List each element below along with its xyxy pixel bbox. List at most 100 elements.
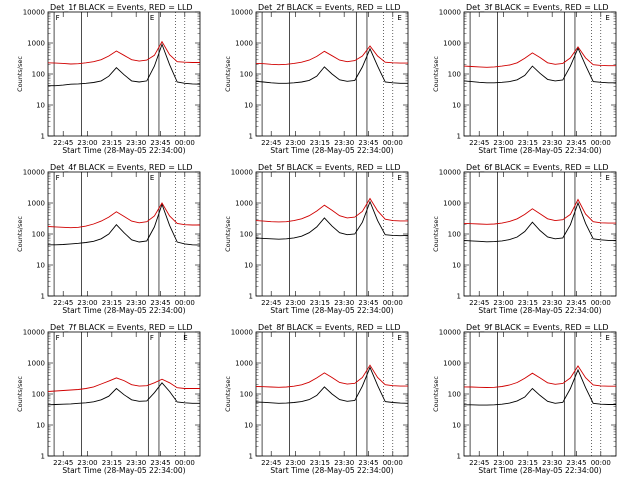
y-tick-label: 10 [244, 262, 253, 270]
y-tick-label: 1000 [443, 40, 461, 48]
y-axis-label: Counts/sec [432, 56, 440, 92]
x-tick-label: 00:00 [175, 459, 195, 467]
y-tick-label: 100 [240, 231, 253, 239]
x-tick-label: 23:00 [493, 299, 513, 307]
series-lld-line [47, 377, 200, 392]
y-tick-label: 100 [240, 71, 253, 79]
series-events-line [464, 368, 616, 406]
x-axis-label: Start Time (28-May-05 22:34:00) [62, 306, 185, 315]
x-tick-label: 23:15 [518, 299, 538, 307]
y-tick-label: 100 [240, 391, 253, 399]
interval-marker: E [150, 174, 154, 182]
interval-marker: E [605, 14, 609, 22]
y-tick-label: 1 [249, 133, 253, 141]
x-axis-label: Start Time (28-May-05 22:34:00) [270, 306, 393, 315]
y-tick-label: 10000 [231, 329, 253, 337]
x-tick-label: 22:45 [53, 139, 73, 147]
y-tick-label: 100 [32, 71, 45, 79]
x-tick-label: 23:00 [285, 299, 305, 307]
interval-marker: E [397, 14, 401, 22]
x-axis-label: Start Time (28-May-05 22:34:00) [478, 466, 601, 475]
x-axis-label: Start Time (28-May-05 22:34:00) [62, 146, 185, 155]
y-tick-label: 100 [32, 391, 45, 399]
y-axis-label: Counts/sec [224, 56, 232, 92]
x-tick-label: 00:00 [175, 139, 195, 147]
y-tick-label: 10000 [439, 329, 461, 337]
x-tick-label: 23:45 [150, 139, 170, 147]
x-tick-label: 23:15 [518, 459, 538, 467]
x-tick-label: 23:00 [285, 139, 305, 147]
x-tick-label: 23:00 [77, 459, 97, 467]
plot-frame [47, 11, 201, 137]
chart-title: Det_2f BLACK = Events, RED = LLD [258, 3, 401, 12]
x-tick-label: 23:45 [566, 299, 586, 307]
x-tick-label: 23:15 [310, 139, 330, 147]
y-tick-label: 10 [244, 422, 253, 430]
y-tick-label: 100 [448, 391, 461, 399]
x-tick-label: 23:45 [150, 299, 170, 307]
x-tick-label: 22:45 [469, 299, 489, 307]
x-tick-label: 23:30 [334, 139, 354, 147]
x-axis-label: Start Time (28-May-05 22:34:00) [270, 146, 393, 155]
chart-panel-9: Det_9f BLACK = Events, RED = LLD 1 10 100 10… [432, 323, 617, 475]
interval-marker: F [150, 334, 154, 342]
x-tick-label: 23:30 [542, 299, 562, 307]
x-tick-label: 22:45 [261, 299, 281, 307]
x-tick-label: 23:15 [102, 459, 122, 467]
chart-title: Det_6f BLACK = Events, RED = LLD [466, 163, 609, 172]
x-tick-label: 00:00 [383, 459, 403, 467]
y-tick-label: 100 [448, 71, 461, 79]
series-events-line [255, 200, 409, 240]
interval-marker: E [397, 174, 401, 182]
chart-panel-7: Det_7f BLACK = Events, RED = LLD 1 10 100 10… [16, 323, 201, 475]
y-tick-label: 1000 [235, 40, 253, 48]
y-tick-label: 1 [41, 293, 45, 301]
x-tick-label: 22:45 [261, 139, 281, 147]
series-lld-line [255, 364, 408, 388]
y-tick-label: 1000 [235, 360, 253, 368]
x-axis-label: Start Time (28-May-05 22:34:00) [478, 306, 601, 315]
series-events-line [48, 43, 201, 87]
x-tick-label: 23:00 [77, 139, 97, 147]
y-tick-label: 10 [452, 262, 461, 270]
x-tick-label: 23:15 [518, 139, 538, 147]
y-tick-label: 10000 [439, 9, 461, 17]
x-tick-label: 23:45 [358, 459, 378, 467]
y-tick-label: 1 [249, 293, 253, 301]
series-lld-line [255, 45, 408, 66]
x-tick-label: 23:00 [77, 299, 97, 307]
x-tick-label: 23:45 [566, 139, 586, 147]
x-tick-label: 23:00 [493, 459, 513, 467]
y-axis-label: Counts/sec [16, 56, 24, 92]
x-tick-label: 00:00 [383, 299, 403, 307]
interval-marker: F [56, 334, 60, 342]
x-tick-label: 23:15 [310, 459, 330, 467]
series-events-line [255, 47, 408, 84]
y-tick-label: 10000 [23, 169, 45, 177]
series-lld-line [47, 40, 200, 65]
x-tick-label: 23:30 [334, 299, 354, 307]
x-tick-label: 23:45 [150, 459, 170, 467]
x-tick-label: 22:45 [261, 459, 281, 467]
x-tick-label: 23:30 [126, 299, 146, 307]
y-tick-label: 10 [452, 422, 461, 430]
chart-panel-8: Det_8f BLACK = Events, RED = LLD 1 10 100 10… [224, 323, 409, 475]
x-axis-label: Start Time (28-May-05 22:34:00) [62, 466, 185, 475]
chart-title: Det_9f BLACK = Events, RED = LLD [466, 323, 609, 332]
x-tick-label: 23:30 [126, 459, 146, 467]
x-tick-label: 23:30 [542, 459, 562, 467]
y-tick-label: 100 [32, 231, 45, 239]
y-tick-label: 10 [36, 102, 45, 110]
series-events-line [48, 203, 201, 246]
y-tick-label: 10000 [23, 9, 45, 17]
series-events-line [463, 201, 616, 243]
x-tick-label: 22:45 [53, 299, 73, 307]
x-tick-label: 00:00 [591, 459, 611, 467]
y-tick-label: 10000 [231, 169, 253, 177]
chart-panel-5: Det_5f BLACK = Events, RED = LLD 1 10 100 10… [224, 163, 409, 315]
x-tick-label: 22:45 [53, 459, 73, 467]
chart-panel-1: Det_1f BLACK = Events, RED = LLD 1 10 100 10… [16, 3, 201, 155]
chart-title: Det_7f BLACK = Events, RED = LLD [50, 323, 193, 332]
y-tick-label: 1 [457, 453, 461, 461]
